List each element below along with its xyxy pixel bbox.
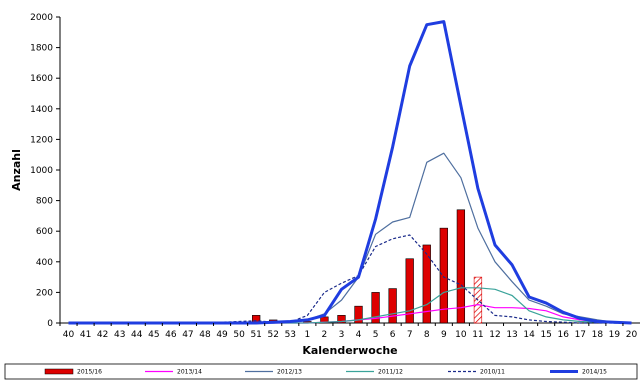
x-tick-label: 48 xyxy=(199,330,211,340)
legend-label: 2014/15 xyxy=(582,369,607,376)
x-axis-ticks: 40 41 42 43 44 45 46 47 48 49 50 51 52 53 1 2 3 4 5 6 7 8 9 10 1… xyxy=(59,323,638,340)
y-tick-label: 2000 xyxy=(30,13,53,23)
x-tick-label: 5 xyxy=(373,330,379,340)
x-tick-label: 6 xyxy=(390,330,396,340)
y-tick-label: 1600 xyxy=(30,74,53,84)
bar xyxy=(388,288,397,324)
bar xyxy=(439,227,448,324)
y-tick-label: 1000 xyxy=(30,166,53,176)
x-tick-label: 17 xyxy=(575,330,586,340)
x-tick-label: 9 xyxy=(441,330,447,340)
x-tick-label: 1 xyxy=(304,330,310,340)
y-tick-label: 1200 xyxy=(30,135,53,145)
series-line xyxy=(68,234,632,324)
bar xyxy=(456,209,466,324)
legend-label: 2015/16 xyxy=(77,369,102,376)
y-tick-label: 800 xyxy=(36,197,53,207)
y-tick-label: 1800 xyxy=(30,44,53,54)
y-tick-label: 400 xyxy=(36,258,53,268)
x-tick-label: 46 xyxy=(165,330,177,340)
x-tick-label: 51 xyxy=(250,330,261,340)
y-axis-ticks: 0 200 400 600 800 1000 1200 1400 1600 1800 2000 xyxy=(30,13,60,329)
x-tick-label: 2 xyxy=(322,330,328,340)
bar xyxy=(371,292,380,324)
x-tick-label: 53 xyxy=(285,330,296,340)
x-tick-label: 4 xyxy=(356,330,362,340)
x-tick-label: 19 xyxy=(609,330,621,340)
y-tick-label: 600 xyxy=(36,227,53,237)
x-tick-label: 15 xyxy=(540,330,551,340)
legend-label: 2012/13 xyxy=(277,369,302,376)
line-series xyxy=(68,152,632,324)
series-line xyxy=(68,287,632,324)
y-tick-label: 200 xyxy=(36,288,53,298)
x-tick-label: 11 xyxy=(472,330,483,340)
legend: 2015/16 2013/14 2012/13 2011/12 2010/11 2014/… xyxy=(4,363,638,380)
x-tick-label: 13 xyxy=(506,330,517,340)
x-tick-label: 40 xyxy=(63,330,75,340)
x-tick-label: 47 xyxy=(182,330,193,340)
y-axis-title: Anzahl xyxy=(10,149,23,191)
x-tick-label: 41 xyxy=(80,330,91,340)
x-tick-label: 8 xyxy=(424,330,430,340)
x-tick-label: 16 xyxy=(558,330,570,340)
bar xyxy=(422,244,431,324)
line-series xyxy=(68,20,632,325)
y-tick-label: 1400 xyxy=(30,105,53,115)
x-axis-title: Kalenderwoche xyxy=(302,344,397,357)
legend-box xyxy=(4,363,638,380)
plot-area xyxy=(59,17,640,325)
x-tick-label: 44 xyxy=(131,330,143,340)
x-tick-label: 43 xyxy=(114,330,125,340)
bar-series xyxy=(252,209,483,324)
x-tick-label: 52 xyxy=(268,330,279,340)
legend-swatch xyxy=(44,368,74,375)
x-tick-label: 42 xyxy=(97,330,108,340)
x-tick-label: 14 xyxy=(523,330,535,340)
x-tick-label: 50 xyxy=(233,330,245,340)
bar xyxy=(405,258,414,324)
x-tick-label: 3 xyxy=(339,330,345,340)
bar xyxy=(337,315,346,324)
x-tick-label: 7 xyxy=(407,330,413,340)
series-line xyxy=(68,20,632,325)
y-tick-label: 0 xyxy=(47,319,53,329)
x-tick-label: 18 xyxy=(592,330,604,340)
legend-label: 2011/12 xyxy=(378,369,403,376)
x-tick-label: 20 xyxy=(626,330,638,340)
x-tick-label: 49 xyxy=(216,330,228,340)
line-series xyxy=(68,287,632,324)
series-line xyxy=(68,152,632,324)
x-tick-label: 10 xyxy=(455,330,467,340)
line-series xyxy=(68,234,632,324)
x-tick-label: 12 xyxy=(489,330,500,340)
legend-label: 2013/14 xyxy=(177,369,202,376)
bar xyxy=(354,305,363,324)
legend-label: 2010/11 xyxy=(480,369,505,376)
x-tick-label: 45 xyxy=(148,330,159,340)
